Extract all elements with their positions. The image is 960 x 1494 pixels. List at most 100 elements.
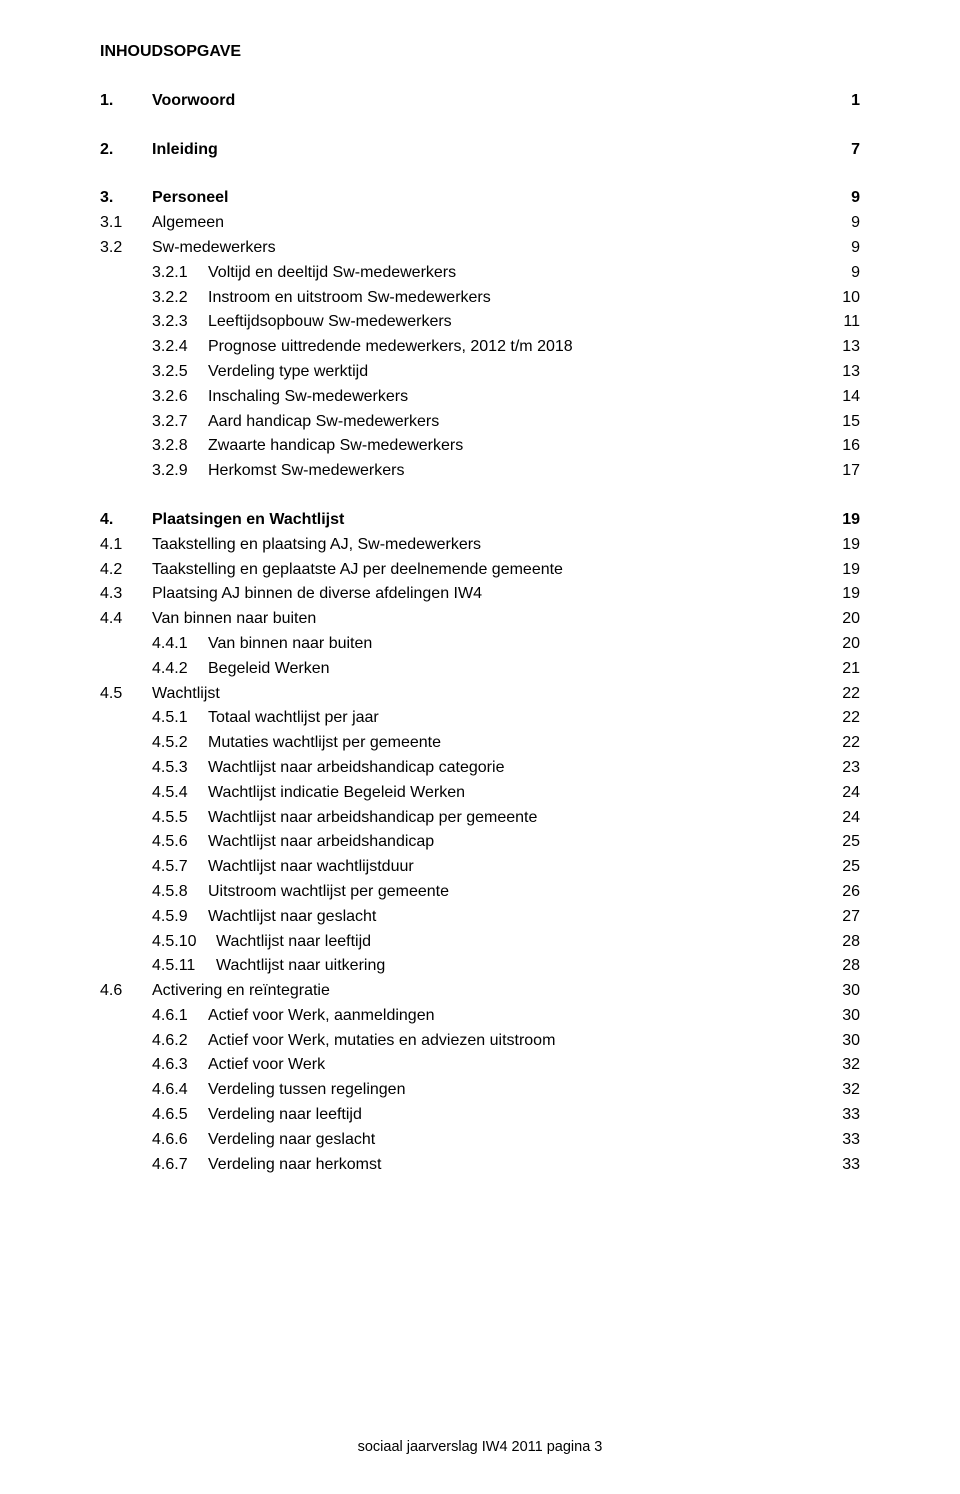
toc-entry-page: 13 bbox=[830, 360, 860, 385]
toc-entry-number: 4. bbox=[100, 508, 152, 533]
toc-entry-label: Van binnen naar buiten bbox=[208, 632, 372, 657]
toc-entry: 4.6.6Verdeling naar geslacht33 bbox=[100, 1128, 860, 1153]
toc-entry: 4.5.2Mutaties wachtlijst per gemeente22 bbox=[100, 731, 860, 756]
toc-entry-number: 4.6.4 bbox=[152, 1078, 208, 1103]
toc-entry-label: Verdeling tussen regelingen bbox=[208, 1078, 405, 1103]
toc-entry-page: 19 bbox=[830, 558, 860, 583]
toc-entry-page: 20 bbox=[830, 607, 860, 632]
toc-entry-page: 33 bbox=[830, 1128, 860, 1153]
toc-entry-label: Voltijd en deeltijd Sw-medewerkers bbox=[208, 261, 456, 286]
toc-entry-number: 4.1 bbox=[100, 533, 152, 558]
toc-entry-page: 30 bbox=[830, 979, 860, 1004]
toc-entry-number: 4.5.8 bbox=[152, 880, 208, 905]
toc-entry-label: Mutaties wachtlijst per gemeente bbox=[208, 731, 441, 756]
toc-entry-label: Herkomst Sw-medewerkers bbox=[208, 459, 404, 484]
toc-entry-number: 3.2 bbox=[100, 236, 152, 261]
section-gap bbox=[100, 162, 860, 186]
toc-entry-page: 20 bbox=[830, 632, 860, 657]
toc-entry-page: 9 bbox=[839, 236, 860, 261]
toc-entry-page: 1 bbox=[839, 89, 860, 114]
toc-entry-page: 13 bbox=[830, 335, 860, 360]
toc-entry-number: 4.4.1 bbox=[152, 632, 208, 657]
toc-entry-page: 11 bbox=[831, 310, 860, 335]
toc-entry-label: Leeftijdsopbouw Sw-medewerkers bbox=[208, 310, 452, 335]
toc-entry: 4.6.7Verdeling naar herkomst33 bbox=[100, 1153, 860, 1178]
section-gap bbox=[100, 114, 860, 138]
toc-entry-label: Uitstroom wachtlijst per gemeente bbox=[208, 880, 449, 905]
toc-entry-page: 16 bbox=[830, 434, 860, 459]
toc-entry: 3.Personeel9 bbox=[100, 186, 860, 211]
toc-entry-label: Sw-medewerkers bbox=[152, 236, 276, 261]
toc-entry-number: 4.6.1 bbox=[152, 1004, 208, 1029]
toc-entry-page: 17 bbox=[830, 459, 860, 484]
toc-entry-number: 4.5.11 bbox=[152, 954, 216, 979]
page-footer: sociaal jaarverslag IW4 2011 pagina 3 bbox=[0, 1436, 960, 1458]
toc-entry-number: 4.6.3 bbox=[152, 1053, 208, 1078]
toc-entry-label: Actief voor Werk bbox=[208, 1053, 325, 1078]
toc-entry: 1.Voorwoord1 bbox=[100, 89, 860, 114]
toc-entry-page: 19 bbox=[830, 533, 860, 558]
toc-entry-page: 19 bbox=[830, 582, 860, 607]
toc-entry-number: 4.5.3 bbox=[152, 756, 208, 781]
toc-entry-page: 7 bbox=[839, 138, 860, 163]
toc-entry-label: Taakstelling en plaatsing AJ, Sw-medewer… bbox=[152, 533, 481, 558]
toc-entry: 4.5.7Wachtlijst naar wachtlijstduur25 bbox=[100, 855, 860, 880]
toc-entry-number: 4.5.9 bbox=[152, 905, 208, 930]
toc-title: INHOUDSOPGAVE bbox=[100, 40, 860, 65]
toc-entry: 4.5.5Wachtlijst naar arbeidshandicap per… bbox=[100, 806, 860, 831]
toc-entry: 3.2.5Verdeling type werktijd13 bbox=[100, 360, 860, 385]
toc-entry-page: 25 bbox=[830, 830, 860, 855]
toc-entry-number: 3.2.4 bbox=[152, 335, 208, 360]
toc-entry: 3.2.3Leeftijdsopbouw Sw-medewerkers11 bbox=[100, 310, 860, 335]
toc-entry-page: 32 bbox=[830, 1078, 860, 1103]
toc-entry-number: 4.6 bbox=[100, 979, 152, 1004]
toc-entry-page: 30 bbox=[830, 1029, 860, 1054]
toc-entry-label: Wachtlijst naar arbeidshandicap bbox=[208, 830, 434, 855]
toc-entry-label: Actief voor Werk, mutaties en adviezen u… bbox=[208, 1029, 555, 1054]
toc-entry-number: 4.2 bbox=[100, 558, 152, 583]
toc-entry-label: Zwaarte handicap Sw-medewerkers bbox=[208, 434, 463, 459]
section-gap bbox=[100, 484, 860, 508]
toc-entry: 3.2.4Prognose uittredende medewerkers, 2… bbox=[100, 335, 860, 360]
toc-entry: 4.6.3Actief voor Werk32 bbox=[100, 1053, 860, 1078]
toc-entry-label: Wachtlijst bbox=[152, 682, 220, 707]
toc-entry-label: Wachtlijst naar arbeidshandicap categori… bbox=[208, 756, 504, 781]
toc-entry-number: 4.4.2 bbox=[152, 657, 208, 682]
toc-entry-page: 9 bbox=[839, 261, 860, 286]
toc-entry-label: Inschaling Sw-medewerkers bbox=[208, 385, 408, 410]
toc-entry-page: 14 bbox=[830, 385, 860, 410]
toc-entry-label: Totaal wachtlijst per jaar bbox=[208, 706, 379, 731]
toc-entry-number: 3. bbox=[100, 186, 152, 211]
toc-entry-label: Inleiding bbox=[152, 138, 218, 163]
toc-entry: 4.6.1Actief voor Werk, aanmeldingen30 bbox=[100, 1004, 860, 1029]
toc-entry: 4.6.2Actief voor Werk, mutaties en advie… bbox=[100, 1029, 860, 1054]
toc-entry: 4.5.6Wachtlijst naar arbeidshandicap 25 bbox=[100, 830, 860, 855]
toc-entry-page: 28 bbox=[830, 954, 860, 979]
toc-entry-number: 4.5.7 bbox=[152, 855, 208, 880]
toc-entry-label: Algemeen bbox=[152, 211, 224, 236]
toc-entry-number: 4.3 bbox=[100, 582, 152, 607]
toc-entry: 4.2Taakstelling en geplaatste AJ per dee… bbox=[100, 558, 860, 583]
toc-entry-page: 22 bbox=[830, 682, 860, 707]
toc-entry-number: 4.5 bbox=[100, 682, 152, 707]
toc-entry: 4.5.4Wachtlijst indicatie Begeleid Werke… bbox=[100, 781, 860, 806]
toc-entry: 3.2Sw-medewerkers 9 bbox=[100, 236, 860, 261]
toc-entry-page: 10 bbox=[830, 286, 860, 311]
toc-entry-number: 2. bbox=[100, 138, 152, 163]
toc-entry-number: 3.2.2 bbox=[152, 286, 208, 311]
toc-entry-label: Wachtlijst naar uitkering bbox=[216, 954, 385, 979]
toc-entry-number: 4.4 bbox=[100, 607, 152, 632]
toc-entry: 3.2.2Instroom en uitstroom Sw-medewerker… bbox=[100, 286, 860, 311]
toc-entry-number: 4.6.5 bbox=[152, 1103, 208, 1128]
toc-entry-label: Wachtlijst naar arbeidshandicap per geme… bbox=[208, 806, 537, 831]
toc-entry-label: Verdeling type werktijd bbox=[208, 360, 368, 385]
toc-entry-page: 21 bbox=[830, 657, 860, 682]
toc-entry-number: 1. bbox=[100, 89, 152, 114]
toc-entry-page: 19 bbox=[830, 508, 860, 533]
toc-entry-page: 28 bbox=[830, 930, 860, 955]
toc-entry: 4.5.1Totaal wachtlijst per jaar22 bbox=[100, 706, 860, 731]
toc-entry: 4.5.10Wachtlijst naar leeftijd28 bbox=[100, 930, 860, 955]
toc-entry-number: 4.5.6 bbox=[152, 830, 208, 855]
toc-list: 1.Voorwoord1 2.Inleiding 7 3.Personeel93. 1 A… bbox=[100, 89, 860, 1178]
toc-entry: 4.5.3Wachtlijst naar arbeidshandicap cat… bbox=[100, 756, 860, 781]
